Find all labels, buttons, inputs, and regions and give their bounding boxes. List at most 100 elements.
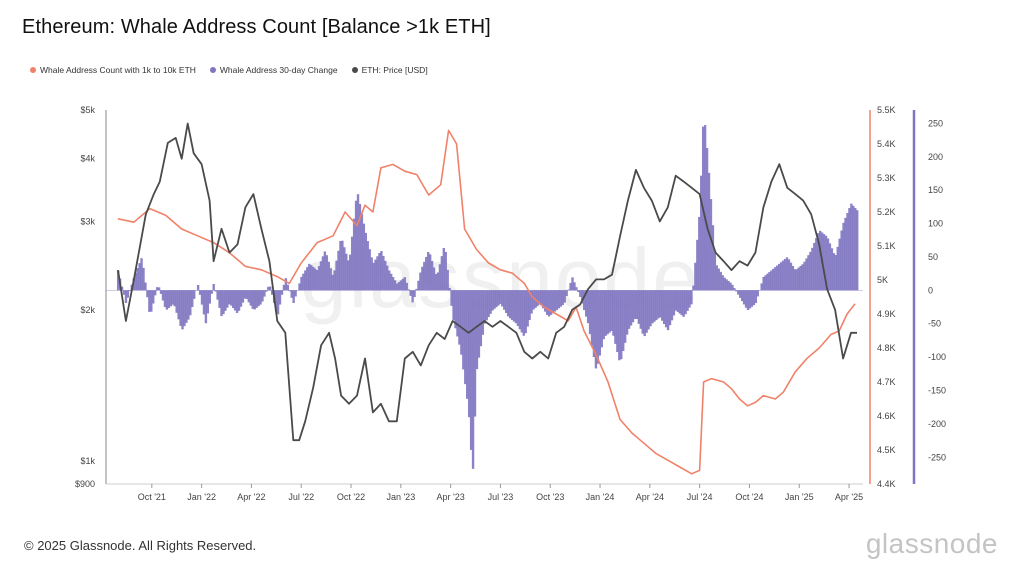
change-bar bbox=[678, 290, 681, 314]
change-bar bbox=[565, 290, 568, 297]
change-bar bbox=[388, 270, 391, 291]
change-bar bbox=[485, 290, 488, 321]
change-bar bbox=[464, 290, 467, 385]
y-count-tick-label: 5K bbox=[877, 275, 888, 285]
change-bar bbox=[116, 270, 120, 291]
change-bar bbox=[193, 290, 196, 299]
legend-item-whale-count[interactable]: Whale Address Count with 1k to 10k ETH bbox=[30, 65, 196, 75]
change-bar bbox=[138, 263, 141, 291]
change-bar bbox=[670, 290, 674, 321]
change-bar bbox=[740, 290, 744, 302]
change-bar bbox=[444, 251, 447, 291]
x-tick-label: Jul '22 bbox=[288, 492, 314, 502]
change-bar bbox=[286, 284, 290, 291]
change-bar bbox=[604, 290, 607, 336]
legend-swatch-dark bbox=[351, 67, 358, 73]
y-count-tick-label: 4.6K bbox=[877, 411, 896, 421]
change-bar bbox=[450, 290, 453, 306]
change-bar bbox=[399, 280, 403, 291]
y-change-tick-label: 100 bbox=[928, 219, 943, 229]
change-bar bbox=[544, 290, 547, 312]
change-bar bbox=[503, 290, 506, 310]
change-bar bbox=[676, 290, 680, 312]
change-bar bbox=[280, 290, 284, 295]
change-bar bbox=[793, 269, 797, 291]
change-bar bbox=[183, 290, 186, 327]
change-bar bbox=[382, 255, 385, 291]
change-bar bbox=[349, 254, 352, 291]
change-bar bbox=[811, 247, 814, 291]
change-bar bbox=[458, 290, 461, 345]
change-bar bbox=[122, 290, 126, 295]
change-bar bbox=[682, 290, 685, 317]
change-bar bbox=[657, 290, 660, 319]
brand-logo: glassnode bbox=[865, 528, 998, 559]
change-bar bbox=[257, 290, 260, 307]
change-bar bbox=[208, 290, 212, 304]
change-bar bbox=[787, 259, 791, 291]
change-bar bbox=[347, 260, 350, 291]
change-bar bbox=[567, 289, 570, 291]
y-left-tick-label: $900 bbox=[75, 479, 95, 489]
change-bar bbox=[124, 290, 128, 303]
change-bar bbox=[405, 282, 408, 291]
change-bar bbox=[688, 290, 691, 308]
change-bar bbox=[828, 243, 832, 291]
change-bar bbox=[374, 259, 377, 291]
change-bar bbox=[754, 290, 758, 304]
change-bar bbox=[748, 290, 752, 309]
change-bar bbox=[364, 232, 368, 291]
change-bar bbox=[633, 290, 637, 320]
x-tick-label: Apr '22 bbox=[237, 492, 265, 502]
change-bar bbox=[542, 290, 545, 309]
change-bar bbox=[610, 290, 613, 331]
change-bar bbox=[185, 290, 188, 323]
change-bar bbox=[600, 290, 603, 348]
change-bar bbox=[690, 290, 693, 305]
change-bar bbox=[526, 290, 529, 327]
change-bar bbox=[551, 290, 555, 314]
change-bar bbox=[128, 290, 132, 292]
change-bar bbox=[339, 240, 342, 291]
change-bar bbox=[852, 205, 855, 291]
change-bar bbox=[836, 246, 839, 291]
change-bar bbox=[625, 290, 629, 335]
change-bar bbox=[218, 290, 221, 308]
change-bar bbox=[146, 290, 149, 298]
y-left-tick-label: $1k bbox=[80, 456, 95, 466]
change-bar bbox=[584, 290, 588, 317]
change-bar bbox=[764, 275, 767, 291]
change-bar bbox=[530, 290, 533, 314]
change-bar bbox=[288, 290, 291, 292]
change-bar bbox=[653, 290, 656, 322]
change-bar bbox=[413, 290, 416, 298]
change-bar bbox=[432, 267, 436, 291]
change-bar bbox=[161, 290, 165, 301]
change-bar bbox=[742, 290, 746, 305]
change-bar bbox=[311, 266, 315, 291]
change-bar bbox=[719, 271, 722, 291]
change-bar bbox=[152, 290, 155, 304]
change-bar bbox=[830, 248, 834, 291]
y-change-tick-label: -50 bbox=[928, 319, 941, 329]
change-bar bbox=[438, 264, 442, 291]
change-bar bbox=[224, 290, 227, 311]
change-bar bbox=[323, 251, 327, 291]
change-bar bbox=[832, 253, 836, 291]
change-bar bbox=[508, 290, 512, 319]
change-bars bbox=[116, 125, 859, 469]
change-bar bbox=[163, 290, 167, 307]
change-bar bbox=[842, 222, 845, 291]
change-bar bbox=[263, 290, 266, 297]
legend-item-eth-price[interactable]: ETH: Price [USD] bbox=[351, 65, 428, 75]
change-bar bbox=[774, 267, 777, 291]
change-bar bbox=[181, 290, 184, 330]
change-bar bbox=[202, 290, 206, 315]
legend-item-30day-change[interactable]: Whale Address 30-day Change bbox=[209, 65, 338, 75]
change-bar bbox=[711, 225, 715, 291]
change-bar bbox=[627, 290, 631, 329]
change-bar bbox=[487, 290, 490, 318]
change-bar bbox=[436, 272, 440, 291]
change-bar bbox=[557, 290, 561, 309]
change-bar bbox=[489, 290, 492, 314]
